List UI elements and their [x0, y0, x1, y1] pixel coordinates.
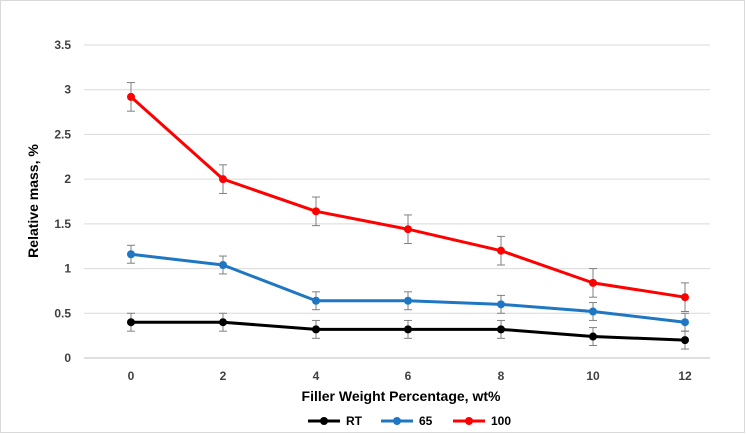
y-tick-label: 0.5 [54, 306, 71, 320]
data-point [219, 318, 227, 327]
legend: RT 65 100 [308, 414, 511, 428]
data-point [589, 332, 597, 341]
y-tick-label: 3.5 [54, 38, 71, 52]
legend-item: RT [308, 414, 363, 428]
legend-swatch-marker [465, 417, 473, 425]
data-point [681, 293, 689, 302]
legend-swatch-marker [393, 417, 401, 425]
y-tick-label: 2.5 [54, 127, 71, 141]
y-tick-label: 0 [64, 351, 71, 365]
legend-label: 65 [419, 414, 433, 428]
data-point [127, 92, 135, 101]
data-point [497, 246, 505, 255]
gridlines [84, 44, 710, 314]
legend-item: 65 [381, 414, 433, 428]
data-point [497, 325, 505, 334]
data-point [404, 225, 412, 234]
y-tick-label: 2 [64, 172, 71, 186]
data-point [219, 175, 227, 184]
data-point [589, 278, 597, 287]
data-point [312, 296, 320, 305]
legend-swatch-marker [320, 417, 328, 425]
data-point [219, 260, 227, 269]
data-point [312, 207, 320, 216]
legend-label: RT [346, 414, 363, 428]
data-point [404, 325, 412, 334]
series-line [130, 95, 686, 299]
legend-item: 100 [453, 414, 511, 428]
data-point [404, 296, 412, 305]
data-point [589, 307, 597, 316]
legend-label: 100 [491, 414, 511, 428]
x-tick-label: 2 [220, 369, 227, 383]
y-tick-label: 3 [64, 83, 71, 97]
data-series [127, 92, 689, 345]
data-point [312, 325, 320, 334]
data-point [127, 318, 135, 327]
series-line [130, 252, 686, 324]
x-tick-label: 4 [313, 369, 320, 383]
x-tick-label: 6 [405, 369, 412, 383]
y-tick-label: 1.5 [54, 217, 71, 231]
x-tick-label: 8 [498, 369, 505, 383]
y-tick-label: 1 [64, 262, 71, 276]
x-tick-label: 12 [678, 369, 692, 383]
tick-labels: 0 0.5 1 1.5 2 2.5 3 3.5 0 2 4 6 8 10 12 [54, 38, 692, 383]
data-point [127, 250, 135, 259]
x-tick-label: 0 [128, 369, 135, 383]
y-axis-title: Relative mass, % [25, 144, 41, 258]
x-axis-title: Filler Weight Percentage, wt% [302, 388, 501, 404]
data-point [497, 300, 505, 309]
data-point [681, 318, 689, 327]
x-tick-label: 10 [586, 369, 600, 383]
error-bars [127, 82, 689, 350]
data-point [681, 336, 689, 345]
